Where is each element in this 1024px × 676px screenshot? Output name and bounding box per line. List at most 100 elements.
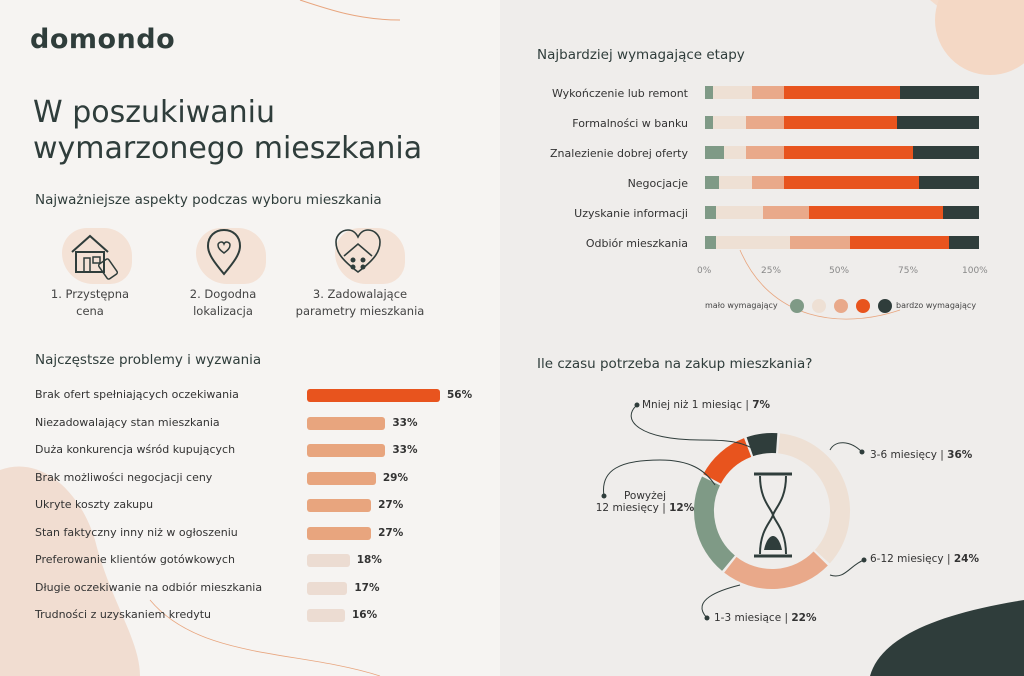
- page-title: W poszukiwaniu wymarzonego mieszkania: [33, 95, 422, 167]
- problem-value: 33%: [392, 416, 418, 429]
- aspect-1-line-2: cena: [76, 304, 104, 318]
- stage-bar-segment: [705, 236, 716, 249]
- stage-bar-segment: [948, 236, 979, 249]
- label-6-12-months: 6-12 miesięcy | 24%: [870, 553, 979, 565]
- stage-bar-segment: [718, 176, 752, 189]
- legend-low-label: mało wymagający: [705, 301, 778, 310]
- stage-bar-segment: [896, 116, 979, 129]
- label-1-3-value: 22%: [791, 612, 817, 624]
- legend-dot: [878, 299, 892, 313]
- label-6-12-text: 6-12 miesięcy: [870, 553, 944, 565]
- problem-value: 27%: [378, 526, 404, 539]
- stage-bar-segment: [784, 146, 914, 159]
- aspect-3-label: 3. Zadowalające parametry mieszkania: [280, 286, 440, 320]
- tick-label-50: 50%: [829, 266, 850, 276]
- legend-dot: [812, 299, 826, 313]
- problem-label: Trudności z uzyskaniem kredytu: [35, 608, 211, 621]
- label-6-12-value: 24%: [953, 553, 979, 565]
- aspects-heading: Najważniejsze aspekty podczas wyboru mie…: [35, 192, 382, 208]
- problem-label: Preferowanie klientów gotówkowych: [35, 553, 235, 566]
- label-1-3-months: 1-3 miesiące | 22%: [714, 612, 817, 624]
- problem-value: 27%: [378, 499, 404, 511]
- tick-label-75: 75%: [898, 266, 919, 276]
- tick-label-25: 25%: [761, 266, 782, 276]
- label-less-1-month-value: 7%: [752, 399, 771, 411]
- stage-bar-segment: [751, 86, 785, 99]
- stage-bar-segment: [762, 206, 810, 219]
- stage-bar-segment: [713, 86, 752, 99]
- label-less-1-month-text: Mniej niż 1 miesiąc: [642, 399, 742, 411]
- aspect-2-line-1: 2. Dogodna: [189, 287, 257, 301]
- problem-label: Brak ofert spełniających oczekiwania: [35, 388, 239, 401]
- tick-label-0: 0%: [697, 266, 712, 276]
- legend-dot: [834, 299, 848, 313]
- location-heart-icon: [206, 228, 242, 276]
- legend-dot: [856, 299, 870, 313]
- house-price-tag-icon: [71, 234, 119, 280]
- aspect-3-blob: [335, 228, 405, 284]
- stage-bar-segment: [705, 116, 714, 129]
- problem-label: Brak możliwości negocjacji ceny: [35, 470, 213, 484]
- hourglass-icon: [754, 472, 792, 558]
- stage-bar-segment: [850, 236, 949, 249]
- donut-slice: [724, 551, 828, 589]
- house-heart-icon: [335, 229, 381, 274]
- aspect-1-blob: [62, 228, 132, 284]
- problem-bar: [307, 444, 386, 457]
- stages-heading: Najbardziej wymagające etapy: [537, 47, 745, 63]
- aspect-1-line-1: 1. Przystępna: [50, 287, 130, 301]
- label-less-1-month: Mniej niż 1 miesiąc | 7%: [642, 399, 771, 411]
- aspect-1-label: 1. Przystępna cena: [10, 286, 170, 320]
- stage-bar-segment: [713, 116, 747, 129]
- problems-heading: Najczęstsze problemy i wyzwania: [35, 352, 262, 368]
- right-panel: [500, 0, 1024, 676]
- label-3-6-value: 36%: [947, 449, 973, 461]
- aspect-3-line-1: 3. Zadowalające: [312, 287, 408, 301]
- stage-label: Odbiór mieszkania: [585, 237, 688, 250]
- problem-bar: [307, 471, 376, 485]
- problem-label: Stan faktyczny inny niż w ogłoszeniu: [35, 525, 238, 539]
- stage-bar-segment: [746, 116, 785, 129]
- stage-bar-segment: [705, 206, 716, 219]
- problem-value: 17%: [354, 581, 380, 594]
- label-over-12-text-1: Powyżej: [623, 490, 667, 502]
- problem-label: Duża konkurencja wśród kupujących: [35, 443, 236, 456]
- problem-bar: [307, 609, 345, 622]
- problem-bar: [307, 389, 440, 402]
- aspect-2-blob: [196, 228, 266, 284]
- stage-bar-segment: [751, 176, 785, 189]
- problem-value: 18%: [356, 554, 382, 566]
- label-3-6-text: 3-6 miesięcy: [870, 449, 937, 461]
- aspect-2-label: 2. Dogodna lokalizacja: [143, 286, 303, 320]
- stage-label: Formalności w banku: [572, 117, 688, 130]
- stage-bar-segment: [746, 146, 785, 159]
- problem-value: 33%: [392, 444, 418, 456]
- problem-label: Ukryte koszty zakupu: [35, 498, 154, 511]
- stage-bar-segment: [705, 176, 719, 189]
- aspect-3-line-2: parametry mieszkania: [295, 304, 425, 318]
- stage-bar-segment: [943, 206, 979, 219]
- label-over-12-text-2: 12 miesięcy: [595, 502, 659, 514]
- problem-value: 16%: [352, 609, 378, 621]
- title-line-1: W poszukiwaniu: [33, 95, 275, 130]
- stage-label: Znalezienie dobrej oferty: [550, 147, 688, 160]
- problem-value: 29%: [382, 471, 409, 484]
- problem-bar: [307, 554, 350, 567]
- donut-slice: [694, 476, 736, 571]
- stage-bar-segment: [705, 86, 714, 99]
- problem-bar: [307, 416, 386, 430]
- stage-label: Negocjacje: [627, 177, 688, 190]
- label-over-12-months: Powyżej 12 miesięcy | 12%: [590, 490, 700, 514]
- legend-high-label: bardzo wymagający: [896, 301, 977, 310]
- stage-bar-segment: [918, 176, 979, 189]
- stage-label: Uzyskanie informacji: [574, 207, 688, 220]
- legend-dot: [790, 299, 804, 313]
- stage-label: Wykończenie lub remont: [551, 87, 688, 100]
- stage-bar-segment: [913, 146, 979, 159]
- aspect-2-line-2: lokalizacja: [193, 304, 253, 318]
- donut-slice: [777, 433, 850, 564]
- stage-bar-segment: [784, 86, 900, 99]
